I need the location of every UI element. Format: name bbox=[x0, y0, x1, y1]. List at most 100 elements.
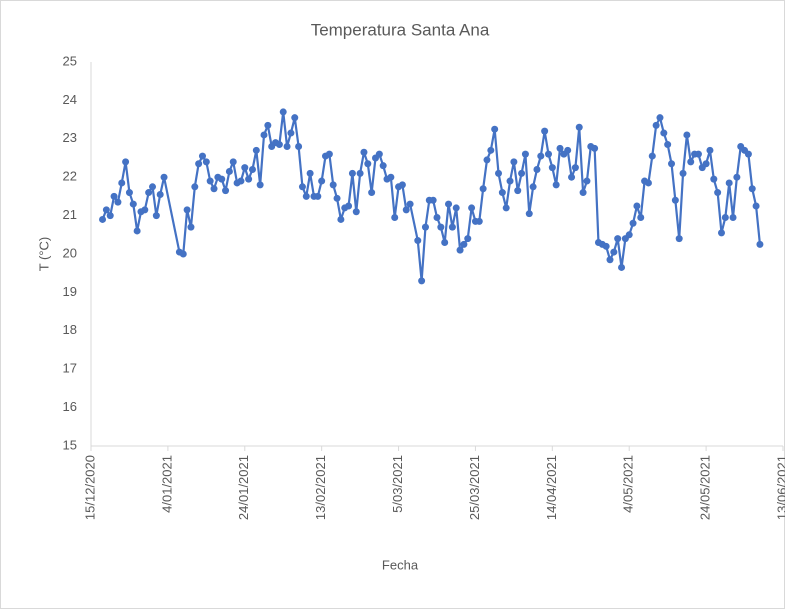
data-point bbox=[441, 238, 449, 246]
data-point bbox=[360, 148, 368, 156]
data-point bbox=[664, 141, 672, 149]
data-point bbox=[264, 121, 272, 129]
data-point bbox=[614, 235, 622, 243]
data-point bbox=[629, 219, 637, 227]
x-axis-label: Fecha bbox=[382, 557, 419, 572]
data-point bbox=[464, 235, 472, 243]
data-point bbox=[218, 175, 226, 183]
data-point bbox=[479, 185, 487, 193]
data-point bbox=[179, 250, 187, 258]
data-point bbox=[433, 214, 441, 222]
data-point bbox=[591, 144, 599, 152]
data-point bbox=[552, 181, 560, 189]
data-point bbox=[356, 169, 364, 177]
x-tick-label: 13/06/2021 bbox=[774, 455, 785, 520]
y-tick-label: 22 bbox=[63, 169, 77, 184]
y-tick-label: 15 bbox=[63, 437, 77, 452]
data-point bbox=[398, 181, 406, 189]
data-point bbox=[149, 183, 157, 191]
data-point bbox=[495, 169, 503, 177]
data-point bbox=[152, 212, 160, 220]
y-tick-label: 17 bbox=[63, 361, 77, 376]
data-point bbox=[668, 160, 676, 168]
data-point bbox=[283, 142, 291, 150]
data-point bbox=[714, 189, 722, 197]
data-point bbox=[748, 185, 756, 193]
data-point bbox=[187, 223, 195, 231]
data-point bbox=[202, 158, 210, 166]
x-tick-label: 13/02/2021 bbox=[313, 455, 328, 520]
data-point bbox=[245, 175, 253, 183]
y-tick-label: 16 bbox=[63, 399, 77, 414]
data-point bbox=[529, 183, 537, 191]
data-point bbox=[198, 152, 206, 160]
data-point bbox=[518, 169, 526, 177]
data-point bbox=[145, 189, 153, 197]
data-point bbox=[295, 142, 303, 150]
data-point bbox=[564, 146, 572, 154]
data-point bbox=[256, 181, 264, 189]
data-point bbox=[206, 177, 214, 185]
data-point bbox=[756, 240, 764, 248]
data-point bbox=[129, 200, 137, 208]
data-point bbox=[160, 173, 168, 181]
data-point bbox=[644, 179, 652, 187]
data-point bbox=[448, 223, 456, 231]
data-point bbox=[318, 177, 326, 185]
data-point bbox=[325, 150, 333, 158]
data-point bbox=[752, 202, 760, 210]
data-point bbox=[717, 229, 725, 237]
data-point bbox=[675, 235, 683, 243]
data-point bbox=[510, 158, 518, 166]
data-point bbox=[348, 169, 356, 177]
data-point bbox=[402, 206, 410, 214]
data-point bbox=[725, 179, 733, 187]
data-point bbox=[275, 141, 283, 149]
data-point bbox=[260, 131, 268, 139]
data-point bbox=[656, 114, 664, 122]
data-point bbox=[710, 175, 718, 183]
data-point bbox=[387, 173, 395, 181]
data-point bbox=[633, 202, 641, 210]
data-point bbox=[302, 192, 310, 200]
data-point bbox=[671, 196, 679, 204]
data-point bbox=[483, 156, 491, 164]
data-point bbox=[122, 158, 130, 166]
data-point bbox=[291, 114, 299, 122]
y-tick-label: 20 bbox=[63, 245, 77, 260]
data-point bbox=[618, 263, 626, 271]
data-point bbox=[548, 164, 556, 172]
data-point bbox=[687, 158, 695, 166]
data-point bbox=[414, 237, 422, 245]
data-point bbox=[452, 204, 460, 212]
data-point bbox=[429, 196, 437, 204]
data-point bbox=[568, 173, 576, 181]
data-point bbox=[102, 206, 110, 214]
data-point bbox=[391, 214, 399, 222]
data-point bbox=[337, 215, 345, 223]
x-tick-label: 4/05/2021 bbox=[621, 455, 636, 513]
data-point bbox=[637, 214, 645, 222]
data-point bbox=[133, 227, 141, 235]
data-point bbox=[156, 190, 164, 198]
y-tick-label: 21 bbox=[63, 207, 77, 222]
data-point bbox=[487, 146, 495, 154]
x-tick-label: 15/12/2020 bbox=[82, 455, 97, 520]
data-point bbox=[445, 200, 453, 208]
data-point bbox=[537, 152, 545, 160]
data-point bbox=[506, 177, 514, 185]
y-tick-label: 24 bbox=[63, 92, 77, 107]
chart-title: Temperatura Santa Ana bbox=[311, 20, 490, 39]
data-point bbox=[225, 167, 233, 175]
data-point bbox=[306, 169, 314, 177]
data-point bbox=[287, 129, 295, 137]
data-point bbox=[521, 150, 529, 158]
y-axis-label: T (°C) bbox=[36, 237, 51, 272]
data-point bbox=[118, 179, 126, 187]
x-tick-label: 24/01/2021 bbox=[236, 455, 251, 520]
data-point bbox=[241, 164, 249, 172]
data-point bbox=[298, 183, 306, 191]
data-point bbox=[652, 121, 660, 129]
